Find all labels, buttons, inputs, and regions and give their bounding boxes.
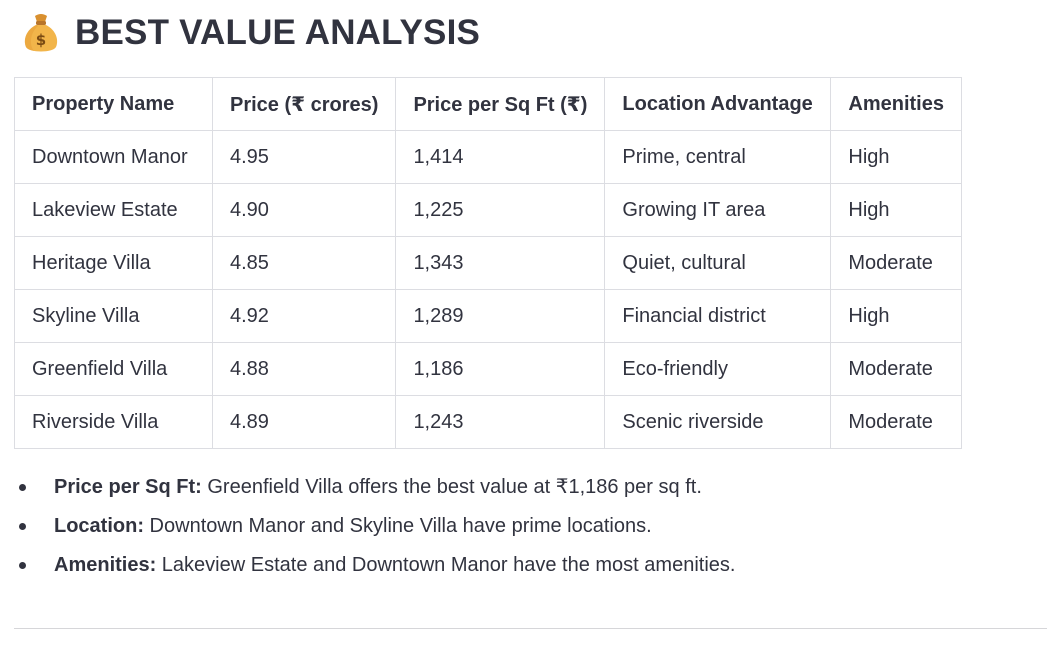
cell-location-advantage: Prime, central	[604, 130, 832, 184]
cell-price: 4.90	[211, 183, 397, 237]
cell-price: 4.95	[211, 130, 397, 184]
cell-price: 4.89	[211, 395, 397, 449]
column-header-price-per-sqft: Price per Sq Ft (₹)	[395, 77, 606, 131]
table-row: Heritage Villa 4.85 1,343 Quiet, cultura…	[14, 236, 963, 290]
bullet-label: Amenities:	[54, 554, 157, 576]
cell-amenities: High	[830, 183, 963, 237]
table-row: Skyline Villa 4.92 1,289 Financial distr…	[14, 289, 963, 343]
page-heading: $ BEST VALUE ANALYSIS	[22, 10, 480, 56]
money-bag-icon: $	[22, 12, 60, 54]
cell-price-per-sqft: 1,289	[395, 289, 606, 343]
cell-price: 4.85	[211, 236, 397, 290]
bullet-text: Lakeview Estate and Downtown Manor have …	[156, 554, 736, 576]
cell-property-name: Heritage Villa	[14, 236, 213, 290]
bullet-icon	[19, 484, 26, 491]
list-item: Price per Sq Ft: Greenfield Villa offers…	[0, 468, 735, 507]
cell-amenities: Moderate	[830, 342, 963, 396]
bullet-text: Greenfield Villa offers the best value a…	[201, 476, 702, 498]
bullet-icon	[19, 523, 26, 530]
bullet-label: Price per Sq Ft:	[54, 476, 202, 498]
cell-location-advantage: Eco-friendly	[604, 342, 832, 396]
cell-price-per-sqft: 1,343	[395, 236, 606, 290]
bullet-icon	[19, 562, 26, 569]
best-value-table: Property Name Price (₹ crores) Price per…	[14, 77, 963, 449]
column-header-location-advantage: Location Advantage	[604, 77, 832, 131]
table-row: Greenfield Villa 4.88 1,186 Eco-friendly…	[14, 342, 963, 396]
cell-property-name: Skyline Villa	[14, 289, 213, 343]
cell-price-per-sqft: 1,225	[395, 183, 606, 237]
cell-location-advantage: Quiet, cultural	[604, 236, 832, 290]
cell-property-name: Lakeview Estate	[14, 183, 213, 237]
cell-amenities: Moderate	[830, 395, 963, 449]
cell-price-per-sqft: 1,243	[395, 395, 606, 449]
cell-amenities: High	[830, 289, 963, 343]
cell-location-advantage: Scenic riverside	[604, 395, 832, 449]
cell-amenities: Moderate	[830, 236, 963, 290]
bullet-label: Location:	[54, 515, 144, 537]
table-row: Downtown Manor 4.95 1,414 Prime, central…	[14, 130, 963, 184]
cell-property-name: Riverside Villa	[14, 395, 213, 449]
table-row: Riverside Villa 4.89 1,243 Scenic rivers…	[14, 395, 963, 449]
summary-list: Price per Sq Ft: Greenfield Villa offers…	[0, 468, 735, 585]
cell-price-per-sqft: 1,414	[395, 130, 606, 184]
table-header-row: Property Name Price (₹ crores) Price per…	[14, 77, 963, 131]
list-item: Amenities: Lakeview Estate and Downtown …	[0, 546, 735, 585]
cell-location-advantage: Growing IT area	[604, 183, 832, 237]
cell-location-advantage: Financial district	[604, 289, 832, 343]
cell-amenities: High	[830, 130, 963, 184]
cell-property-name: Downtown Manor	[14, 130, 213, 184]
cell-price: 4.88	[211, 342, 397, 396]
bullet-text: Downtown Manor and Skyline Villa have pr…	[144, 515, 652, 537]
svg-text:$: $	[36, 31, 46, 49]
page-title: BEST VALUE ANALYSIS	[75, 13, 481, 52]
horizontal-divider	[14, 628, 1047, 629]
table-row: Lakeview Estate 4.90 1,225 Growing IT ar…	[14, 183, 963, 237]
cell-price-per-sqft: 1,186	[395, 342, 606, 396]
cell-price: 4.92	[211, 289, 397, 343]
column-header-price: Price (₹ crores)	[211, 77, 397, 131]
column-header-property-name: Property Name	[14, 77, 213, 131]
column-header-amenities: Amenities	[830, 77, 963, 131]
cell-property-name: Greenfield Villa	[14, 342, 213, 396]
list-item: Location: Downtown Manor and Skyline Vil…	[0, 507, 735, 546]
